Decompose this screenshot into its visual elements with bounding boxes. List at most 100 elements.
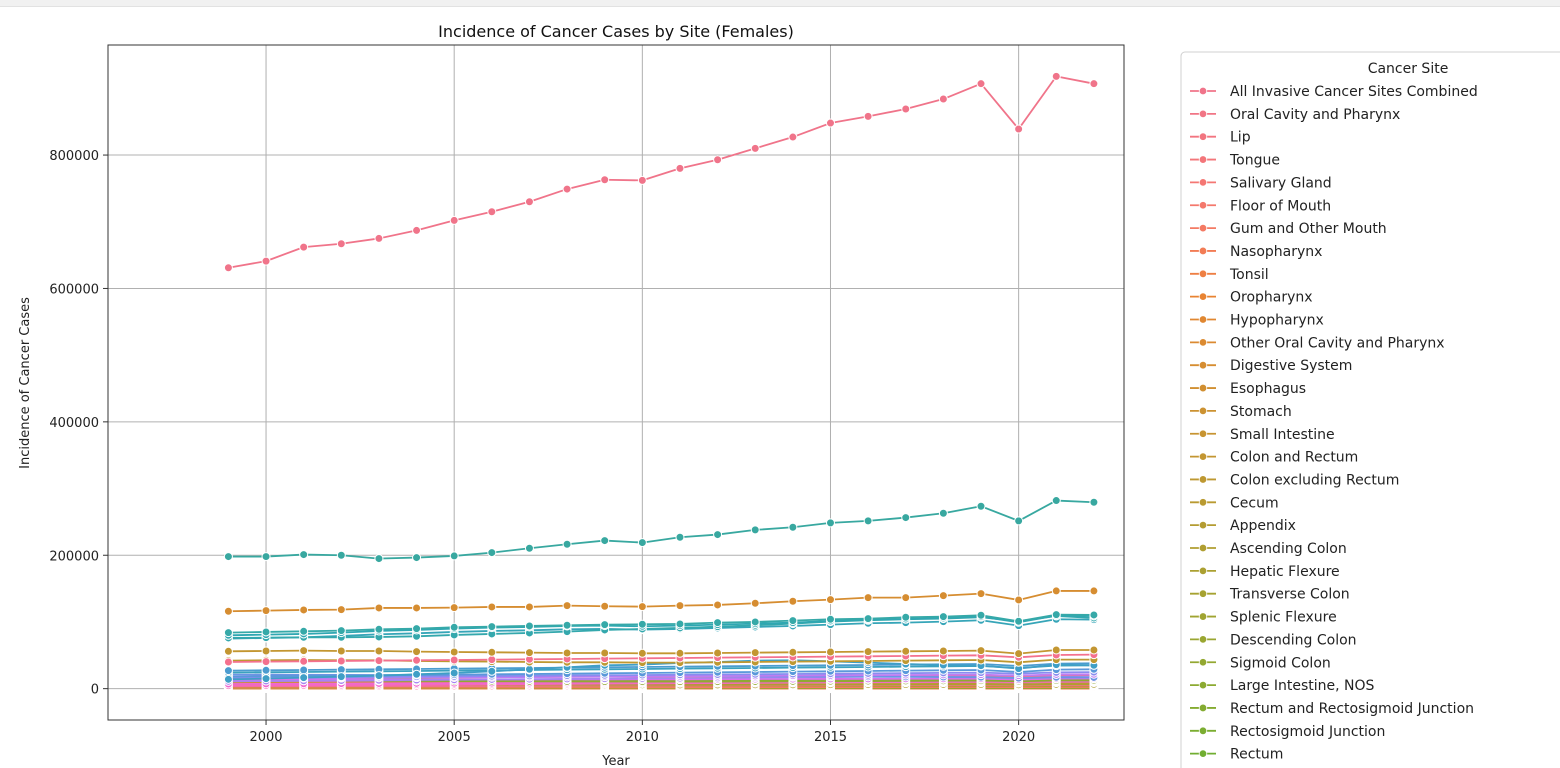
x-tick-label: 2005 [438,730,471,745]
legend-item: Cecum [1190,495,1279,511]
legend-swatch-marker [1198,680,1208,690]
legend-label: Ascending Colon [1230,541,1347,557]
legend-item: Rectum [1190,747,1283,763]
data-point [713,648,723,658]
data-point [487,207,497,217]
data-point [637,619,647,629]
data-point [449,647,459,657]
data-point [336,626,346,636]
data-point [1089,497,1099,507]
data-point [713,618,723,628]
data-point [600,536,610,546]
data-point [487,602,497,612]
legend-label: Rectum [1230,747,1283,763]
legend-swatch-marker [1198,475,1208,484]
legend-swatch-marker [1198,246,1208,256]
data-point [374,656,384,666]
axes: 2000 2005 2010 2015 2020 0 200000 400000 600000 8… [49,149,1035,745]
legend-label: Appendix [1230,518,1296,534]
legend-item: Hepatic Flexure [1190,564,1340,580]
legend-label: Colon excluding Rectum [1230,472,1399,488]
legend-label: Rectum and Rectosigmoid Junction [1230,701,1474,717]
legend-label: Splenic Flexure [1230,610,1337,626]
data-point [299,673,309,683]
series-13 [223,586,1099,616]
data-point [750,598,760,608]
data-point [223,628,233,638]
data-point [449,551,459,561]
legend-swatch-marker [1198,406,1208,416]
series-32 [223,610,1099,638]
data-point [1014,616,1024,626]
series-line [228,664,1094,674]
legend-item: Nasopharynx [1190,244,1322,260]
data-point [675,532,685,542]
legend-label: Floor of Mouth [1230,198,1331,214]
legend-item: Sigmoid Colon [1190,655,1331,671]
data-point [562,601,572,611]
data-point [1051,610,1061,620]
legend-item: Descending Colon [1190,632,1357,648]
data-point [938,94,948,104]
data-point [1014,595,1024,605]
data-point [863,614,873,624]
data-point [412,669,422,679]
legend-label: Sigmoid Colon [1230,655,1331,671]
data-point [524,664,534,674]
legend-label: Transverse Colon [1229,587,1350,603]
plot-area-frame [107,44,1125,721]
legend-swatch-marker [1198,635,1208,644]
series-line [228,673,1094,680]
legend-item: Floor of Mouth [1190,198,1331,214]
data-point [299,242,309,252]
data-point [487,655,497,665]
x-axis-label: Year [601,754,630,768]
legend-item: All Invasive Cancer Sites Combined [1190,84,1478,100]
data-point [374,646,384,656]
legend-swatch-marker [1198,589,1208,598]
data-point [1089,645,1099,655]
legend-swatch-marker [1198,703,1208,713]
legend-swatch-marker [1198,178,1208,187]
data-point [825,118,835,128]
legend-label: Descending Colon [1230,632,1357,648]
data-point [336,605,346,615]
data-point [976,79,986,89]
data-point [675,163,685,173]
data-point [600,648,610,658]
data-point [1089,79,1099,89]
data-point [825,595,835,605]
legend-item: Salivary Gland [1190,175,1332,191]
legend-item: Ascending Colon [1190,541,1347,557]
legend-label: Oropharynx [1230,290,1313,306]
data-point [374,624,384,634]
data-point [713,600,723,610]
data-point [562,539,572,549]
legend-label: Oral Cavity and Pharynx [1230,107,1400,123]
data-point [675,648,685,658]
legend-swatch-marker [1198,749,1208,758]
data-point [336,239,346,249]
legend-label: Lip [1230,130,1251,146]
data-point [863,516,873,526]
data-point [863,593,873,603]
series-line [228,75,1095,269]
series-line [228,659,1094,681]
data-point [675,619,685,629]
data-point [374,603,384,613]
legend-swatch-marker [1198,612,1208,621]
series-line [228,499,1094,560]
legend-swatch-marker [1198,315,1208,324]
data-point [336,646,346,656]
data-point [788,522,798,532]
series-17 [223,645,1099,659]
legend-label: Tongue [1229,153,1280,169]
legend-item: Oral Cavity and Pharynx [1190,107,1400,123]
data-point [788,616,798,626]
data-point [1051,586,1061,596]
data-point [412,603,422,613]
data-point [750,143,760,153]
data-point [412,553,422,563]
x-tick-label: 2010 [626,730,659,745]
legend-swatch-marker [1198,201,1208,210]
